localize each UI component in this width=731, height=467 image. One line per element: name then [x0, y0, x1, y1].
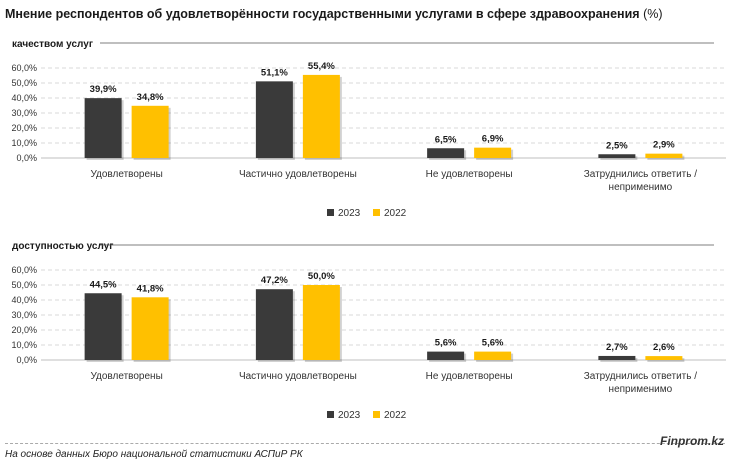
legend-label: 2022 [384, 410, 407, 421]
bar-2022 [302, 285, 340, 360]
data-label: 44,5% [90, 279, 117, 290]
x-tick-label: Затруднились ответить / [584, 371, 698, 382]
data-label: 6,5% [435, 134, 457, 145]
section-title: качеством услуг [12, 39, 93, 50]
legend-label: 2022 [384, 208, 407, 219]
x-tick-label: Затруднились ответить / [584, 169, 698, 180]
title-text: Мнение респондентов об удовлетворённости… [5, 7, 640, 21]
page-title: Мнение респондентов об удовлетворённости… [5, 7, 663, 21]
legend-swatch-2022 [373, 209, 380, 216]
bar-2022 [474, 351, 512, 360]
footer-divider [5, 443, 725, 444]
legend-swatch-2023 [327, 209, 334, 216]
chart-quality: качеством услуг 0,0% 10,0% 20,0% 30,0% 40,0% 5… [11, 39, 726, 219]
y-tick-label: 0,0% [16, 153, 37, 163]
legend-label: 2023 [338, 208, 361, 219]
title-unit: (%) [643, 7, 663, 21]
section-title: доступностью услуг [12, 241, 113, 252]
data-label: 2,7% [606, 342, 628, 353]
brand-logo: Finprom.kz [659, 434, 724, 448]
bar-2023 [427, 351, 465, 360]
y-tick-label: 40,0% [11, 93, 37, 103]
y-tick-label: 20,0% [11, 325, 37, 335]
bar-2022 [302, 74, 340, 158]
bar-2022 [131, 105, 169, 158]
y-tick-label: 60,0% [11, 265, 37, 275]
y-tick-label: 30,0% [11, 108, 37, 118]
data-label: 41,8% [137, 283, 164, 294]
x-tick-label: неприменимо [609, 182, 673, 193]
x-tick-label: неприменимо [609, 384, 673, 395]
bar-2022 [645, 356, 683, 360]
legend-swatch-2023 [327, 411, 334, 418]
data-label: 34,8% [137, 92, 164, 103]
legend-label: 2023 [338, 410, 361, 421]
data-label: 2,6% [653, 342, 675, 353]
x-tick-label: Не удовлетворены [426, 371, 513, 382]
bar-shadow [600, 156, 638, 160]
data-label: 2,5% [606, 140, 628, 151]
y-tick-label: 20,0% [11, 123, 37, 133]
data-label: 50,0% [308, 271, 335, 282]
data-label: 55,4% [308, 61, 335, 72]
data-label: 5,6% [482, 338, 504, 349]
x-tick-label: Не удовлетворены [426, 169, 513, 180]
source-note: На основе данных Бюро национальной стати… [5, 449, 303, 460]
y-tick-label: 30,0% [11, 310, 37, 320]
y-tick-label: 50,0% [11, 280, 37, 290]
data-label: 39,9% [90, 84, 117, 95]
data-label: 2,9% [653, 140, 675, 151]
y-tick-label: 40,0% [11, 295, 37, 305]
y-tick-label: 10,0% [11, 138, 37, 148]
bar-2023 [84, 98, 122, 158]
data-label: 47,2% [261, 275, 288, 286]
data-label: 5,6% [435, 338, 457, 349]
chart-accessibility: доступностью услуг 0,0% 10,0% 20,0% 30,0% 40,… [11, 241, 726, 421]
data-label: 6,9% [482, 134, 504, 145]
data-label: 51,1% [261, 67, 288, 78]
bar-2022 [474, 147, 512, 158]
bar-2022 [645, 153, 683, 158]
legend-swatch-2022 [373, 411, 380, 418]
bar-2022 [131, 297, 169, 360]
y-tick-label: 60,0% [11, 63, 37, 73]
y-tick-label: 50,0% [11, 78, 37, 88]
x-tick-label: Частично удовлетворены [239, 169, 357, 180]
bar-2023 [255, 81, 293, 158]
y-tick-label: 0,0% [16, 355, 37, 365]
y-tick-label: 10,0% [11, 340, 37, 350]
bar-2023 [598, 355, 636, 360]
bar-2023 [598, 154, 636, 158]
x-tick-label: Удовлетворены [90, 371, 162, 382]
bar-2023 [255, 289, 293, 360]
bar-2023 [427, 148, 465, 158]
x-tick-label: Удовлетворены [90, 169, 162, 180]
bar-2023 [84, 293, 122, 360]
x-tick-label: Частично удовлетворены [239, 371, 357, 382]
bar-shadow [647, 358, 685, 362]
